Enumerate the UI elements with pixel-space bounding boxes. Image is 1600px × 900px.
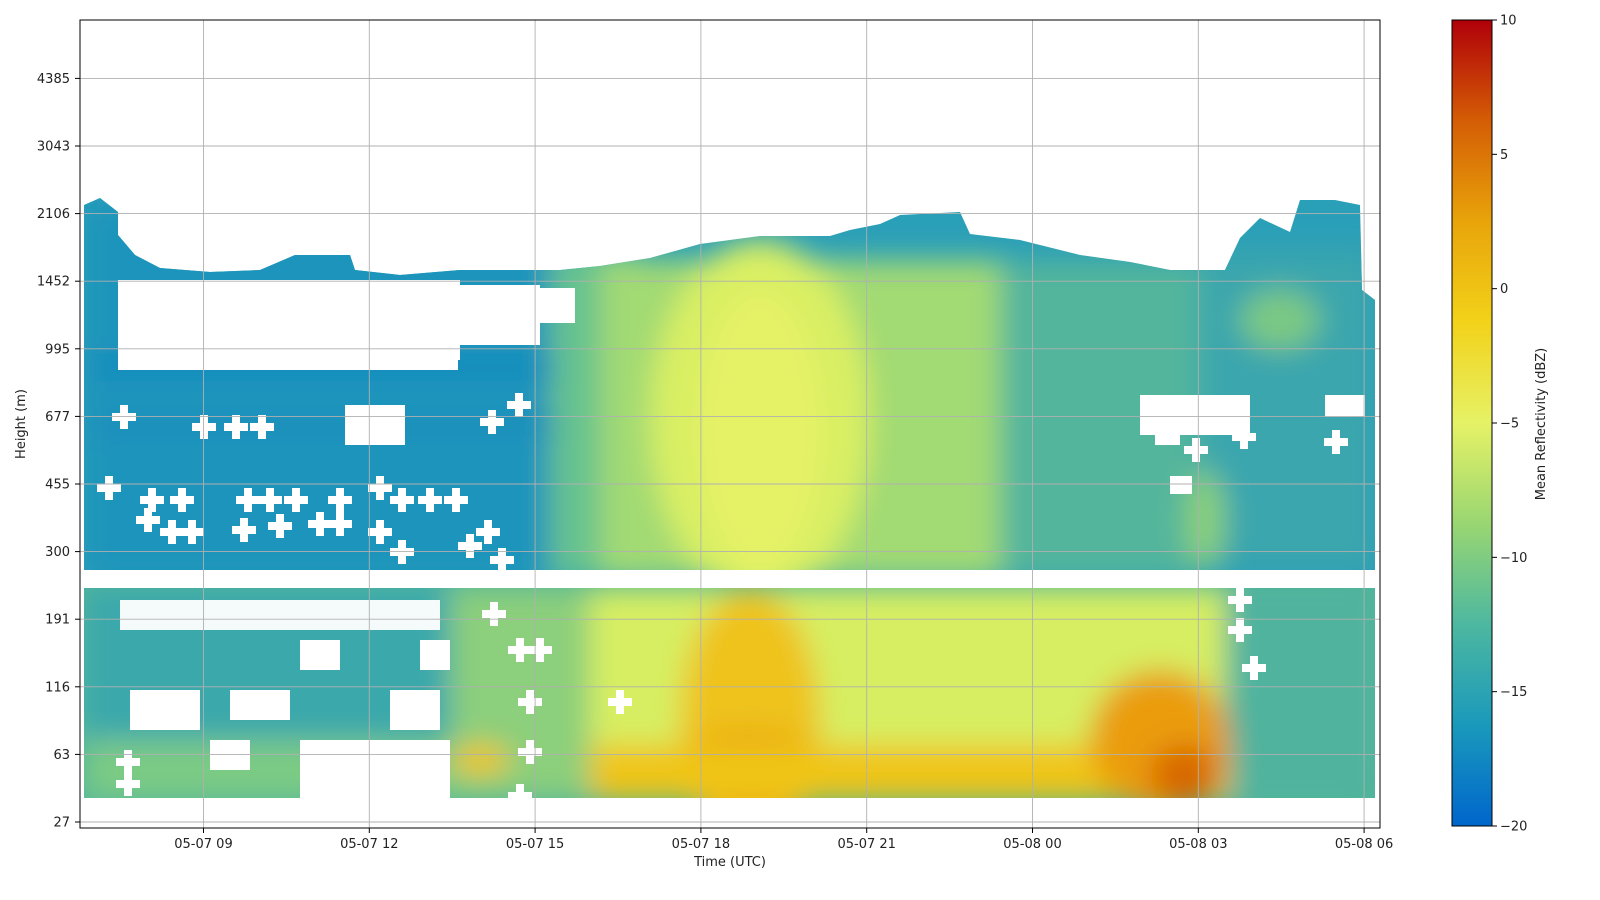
y-tick-label: 27 (53, 816, 70, 831)
x-tick-label: 05-07 09 (174, 837, 232, 852)
colorbar-tick-label: 0 (1500, 282, 1508, 297)
y-tick-label: 300 (45, 545, 70, 560)
y-axis-ticks: 27 63 116 191 300 455 677 995 1452 2106 3043 4385 (37, 72, 80, 831)
x-tick-label: 05-08 03 (1169, 837, 1227, 852)
missing-data-upper (118, 280, 1365, 494)
colorbar-tick-label: 10 (1500, 14, 1517, 29)
colorbar-label: Mean Reflectivity (dBZ) (1534, 348, 1549, 501)
plot-frame (79, 19, 1381, 829)
x-tick-label: 05-07 21 (837, 837, 895, 852)
colorbar-ticks: −20 −15 −10 −5 0 5 10 (1492, 14, 1527, 835)
y-tick-label: 995 (45, 342, 70, 357)
x-tick-label: 05-07 15 (506, 837, 564, 852)
missing-data-lower (116, 588, 1266, 808)
y-tick-label: 3043 (37, 140, 70, 155)
y-tick-label: 455 (45, 478, 70, 493)
y-tick-label: 191 (45, 613, 70, 628)
colorbar-tick-label: −5 (1500, 417, 1519, 432)
x-tick-label: 05-07 12 (340, 837, 398, 852)
missing-data-crosses-upper (97, 393, 1348, 572)
y-tick-label: 4385 (37, 72, 70, 87)
y-axis-title: Height (m) (14, 389, 29, 459)
colorbar-tick-label: 5 (1500, 148, 1508, 163)
colorbar-tick-label: −20 (1500, 820, 1527, 835)
x-axis-title: Time (UTC) (693, 855, 766, 870)
grid (80, 20, 1380, 828)
colorbar-tick-label: −15 (1500, 685, 1527, 700)
x-axis-ticks: 05-07 09 05-07 12 05-07 15 05-07 18 05-07 21… (174, 828, 1393, 852)
y-tick-label: 1452 (37, 275, 70, 290)
y-tick-label: 2106 (37, 207, 70, 222)
y-tick-label: 63 (53, 748, 70, 763)
colorbar (1451, 19, 1493, 827)
x-tick-label: 05-08 00 (1003, 837, 1061, 852)
colorbar-tick-label: −10 (1500, 551, 1527, 566)
x-tick-label: 05-07 18 (672, 837, 730, 852)
y-tick-label: 116 (45, 680, 70, 695)
x-tick-label: 05-08 06 (1335, 837, 1393, 852)
y-tick-label: 677 (45, 410, 70, 425)
